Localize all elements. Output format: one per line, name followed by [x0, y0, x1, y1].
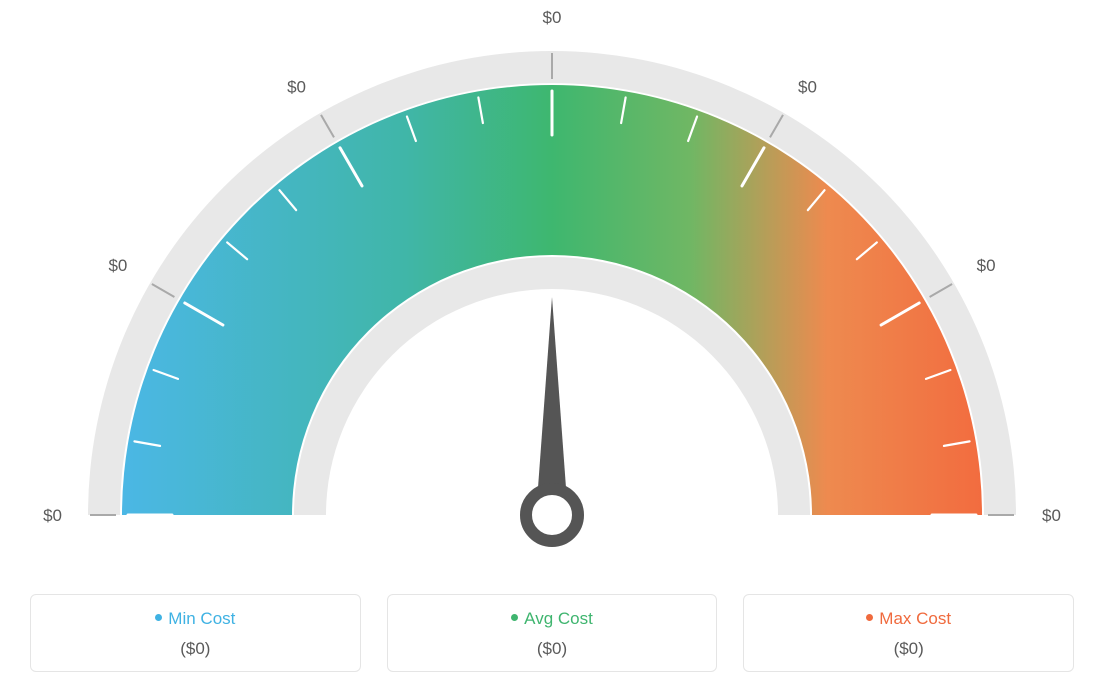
svg-text:$0: $0: [287, 77, 306, 96]
svg-text:$0: $0: [108, 256, 127, 275]
legend-dot-max: [866, 614, 873, 621]
svg-text:$0: $0: [43, 506, 62, 525]
legend-label-avg: Avg Cost: [524, 609, 593, 628]
legend-card-avg: Avg Cost ($0): [387, 594, 718, 672]
svg-text:$0: $0: [798, 77, 817, 96]
legend-dot-avg: [511, 614, 518, 621]
legend-title-min: Min Cost: [41, 609, 350, 629]
svg-text:$0: $0: [1042, 506, 1061, 525]
svg-text:$0: $0: [543, 10, 562, 27]
svg-text:$0: $0: [977, 256, 996, 275]
gauge-svg: $0 $0 $0 $0 $0 $0 $0: [30, 10, 1074, 570]
legend-card-max: Max Cost ($0): [743, 594, 1074, 672]
legend-label-min: Min Cost: [168, 609, 235, 628]
legend-value-max: ($0): [754, 639, 1063, 659]
legend-value-min: ($0): [41, 639, 350, 659]
gauge-chart: $0 $0 $0 $0 $0 $0 $0: [30, 10, 1074, 570]
legend-value-avg: ($0): [398, 639, 707, 659]
legend-title-avg: Avg Cost: [398, 609, 707, 629]
legend-title-max: Max Cost: [754, 609, 1063, 629]
legend-row: Min Cost ($0) Avg Cost ($0) Max Cost ($0…: [30, 594, 1074, 672]
legend-card-min: Min Cost ($0): [30, 594, 361, 672]
cost-gauge-widget: $0 $0 $0 $0 $0 $0 $0 Min Cost ($0) Avg Cost ($…: [0, 0, 1104, 690]
legend-label-max: Max Cost: [879, 609, 951, 628]
legend-dot-min: [155, 614, 162, 621]
